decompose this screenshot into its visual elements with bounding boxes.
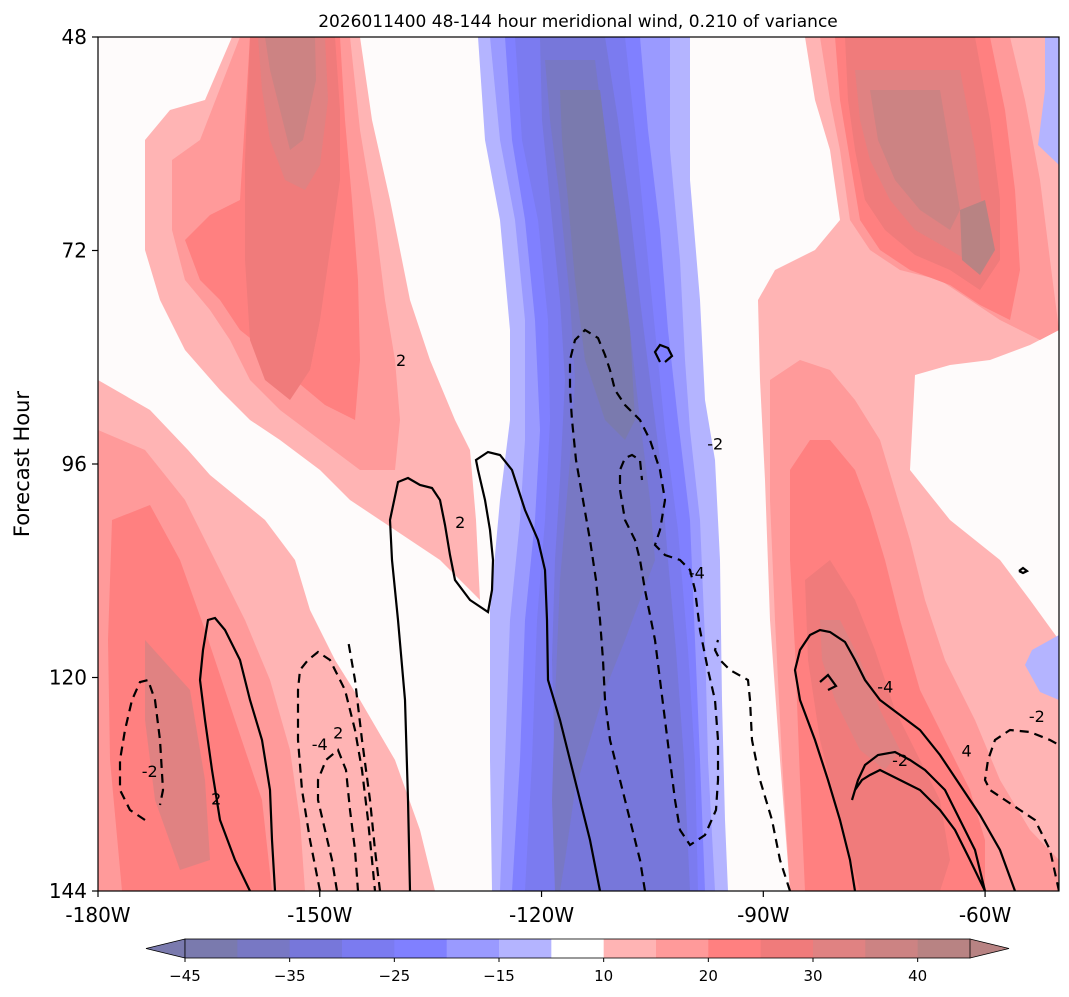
contour-label: -4 [312, 735, 328, 754]
colorbar-swatch [708, 939, 762, 958]
colorbar-swatch [342, 939, 395, 958]
colorbar-swatch [394, 939, 448, 958]
y-tick-label: 96 [62, 452, 87, 476]
contour-2-west-a [198, 616, 277, 891]
colorbar-tick-label: 10 [594, 967, 613, 985]
y-tick-label: 72 [62, 239, 87, 263]
x-axis: -180W -150W -120W -90W -60W [65, 891, 1012, 927]
colorbar-tick-label: −15 [483, 967, 515, 985]
colorbar-tick-label: −45 [169, 967, 201, 985]
contour-neg4-east-small [819, 673, 838, 691]
contour-label: 2 [455, 513, 465, 532]
contour-label: 2 [211, 789, 221, 808]
x-tick-label: -150W [287, 903, 352, 927]
contour-small-dot-east [1018, 566, 1030, 575]
colorbar-frame [184, 938, 971, 959]
fill-central-n45 [560, 90, 635, 440]
fill-west-peak-south [145, 640, 210, 870]
colorbar-swatch [237, 939, 291, 958]
colorbar-tick-label: −25 [379, 967, 411, 985]
x-tick-label: -180W [65, 903, 130, 927]
colorbar-tick-label: 40 [908, 967, 927, 985]
filled-contours [98, 37, 1059, 891]
fill-se-negative [1025, 635, 1059, 700]
colorbar-tick-label: −35 [274, 967, 306, 985]
fill-east-top-north [870, 90, 960, 230]
contour-label: 2 [333, 724, 343, 743]
colorbar-tick-label: 30 [803, 967, 822, 985]
y-tick-label: 48 [62, 25, 87, 49]
contour-labels: 2 -2 2 -4 -2 2 -4 2 -4 -2 4 -2 [142, 351, 1045, 809]
x-tick-label: -90W [737, 903, 790, 927]
contour-label: -2 [142, 762, 158, 781]
x-tick-label: -60W [959, 903, 1012, 927]
x-tick-label: -120W [509, 903, 574, 927]
fill-west-top-north [265, 37, 316, 150]
y-axis-label: Forecast Hour [10, 391, 34, 537]
contour-2-central [388, 450, 602, 891]
contour-2-small-central [653, 343, 674, 363]
contour-label: -2 [707, 435, 723, 454]
fill-east-max-north [960, 200, 995, 275]
contour-label: -4 [877, 677, 893, 696]
contour-neg2-east-b [713, 639, 792, 891]
contour-lines [118, 328, 1059, 891]
contour-4-east [850, 750, 987, 891]
colorbar-swatch [917, 939, 971, 958]
contour-label: -2 [1029, 707, 1045, 726]
contour-neg4-west [316, 748, 360, 891]
colorbar-swatch [499, 939, 552, 958]
colorbar-swatch [185, 939, 238, 958]
colorbar-swatch [603, 939, 657, 958]
contour-neg2-far-west [118, 678, 165, 821]
fill-east-peak-south [820, 620, 900, 770]
contour-neg2-far-east [983, 728, 1059, 891]
contour-label: 2 [396, 351, 406, 370]
contour-label: 4 [962, 741, 972, 760]
colorbar: −45 −35 −25 −15 10 20 30 40 [145, 938, 1010, 985]
colorbar-swatch [446, 939, 500, 958]
contour-neg2-central [568, 328, 720, 891]
contour-neg2-west [296, 650, 377, 891]
colorbar-swatch [551, 939, 605, 958]
colorbar-swatch [656, 939, 709, 958]
colorbar-extend-high [969, 938, 1010, 959]
colorbar-swatch [813, 939, 866, 958]
contour-neg2-west-b [346, 639, 382, 891]
fill-ne-negative [1038, 37, 1059, 165]
colorbar-tick-label: 20 [699, 967, 718, 985]
y-axis: 48 72 96 120 144 [49, 25, 98, 903]
colorbar-swatch [865, 939, 919, 958]
contour-2-east [793, 628, 1017, 891]
fill-central-n40 [545, 60, 655, 891]
colorbar-swatch [760, 939, 814, 958]
colorbar-extend-low [145, 938, 186, 959]
y-tick-label: 144 [49, 879, 87, 903]
y-tick-label: 120 [49, 666, 87, 690]
colorbar-swatch [289, 939, 343, 958]
contour-label: -2 [892, 751, 908, 770]
contour-label: -4 [689, 564, 705, 583]
chart-title: 2026011400 48-144 hour meridional wind, … [318, 12, 838, 32]
